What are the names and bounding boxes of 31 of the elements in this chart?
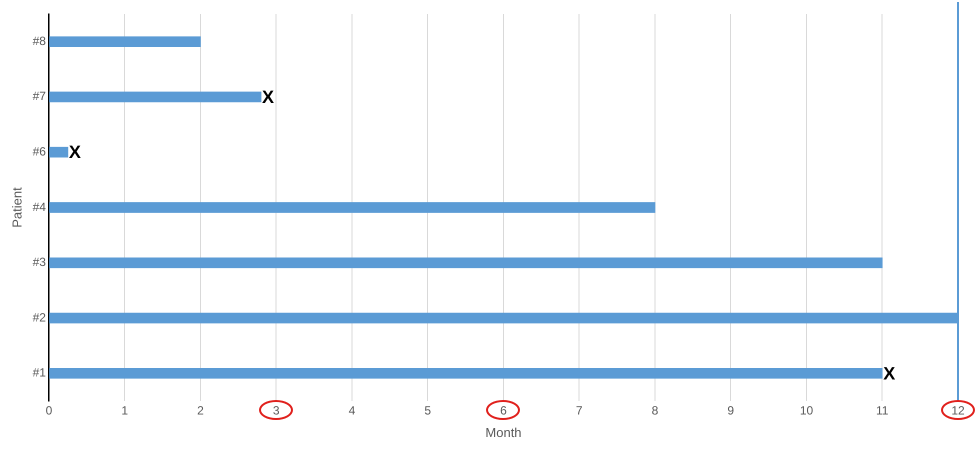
y-axis-title: Patient <box>9 186 24 228</box>
x-tick-label: 3 <box>272 404 280 418</box>
y-tick-label: #2 <box>32 310 46 324</box>
x-tick-label: 7 <box>576 404 583 418</box>
y-tick-label: #3 <box>32 255 46 270</box>
x-tick-label: 5 <box>424 404 432 418</box>
bar <box>49 92 262 102</box>
y-tick-label: #7 <box>32 89 46 104</box>
y-tick-label: #4 <box>32 200 46 214</box>
bar <box>49 146 68 158</box>
x-tick-label: 2 <box>197 404 204 418</box>
x-axis-title: Month <box>485 424 522 440</box>
bar <box>49 202 656 213</box>
x-tick-label: 8 <box>652 404 659 418</box>
bar <box>49 257 883 268</box>
x-tick-label: 1 <box>121 404 128 418</box>
y-tick-label: #6 <box>32 144 46 159</box>
y-tick-label: #1 <box>32 366 46 380</box>
y-tick-label: #8 <box>32 34 46 48</box>
annotation: X <box>883 363 896 384</box>
annotation: X <box>262 86 274 107</box>
x-tick-label: 9 <box>727 404 734 418</box>
bar <box>49 368 883 379</box>
x-tick-label: 12 <box>951 404 965 418</box>
x-tick-label: 10 <box>800 404 814 418</box>
x-tick-label: 11 <box>876 404 889 418</box>
bar <box>49 36 201 47</box>
x-tick-label: 6 <box>500 404 508 418</box>
x-tick-label: 0 <box>46 404 53 418</box>
x-tick-label: 4 <box>348 404 356 418</box>
annotation: X <box>68 142 81 162</box>
